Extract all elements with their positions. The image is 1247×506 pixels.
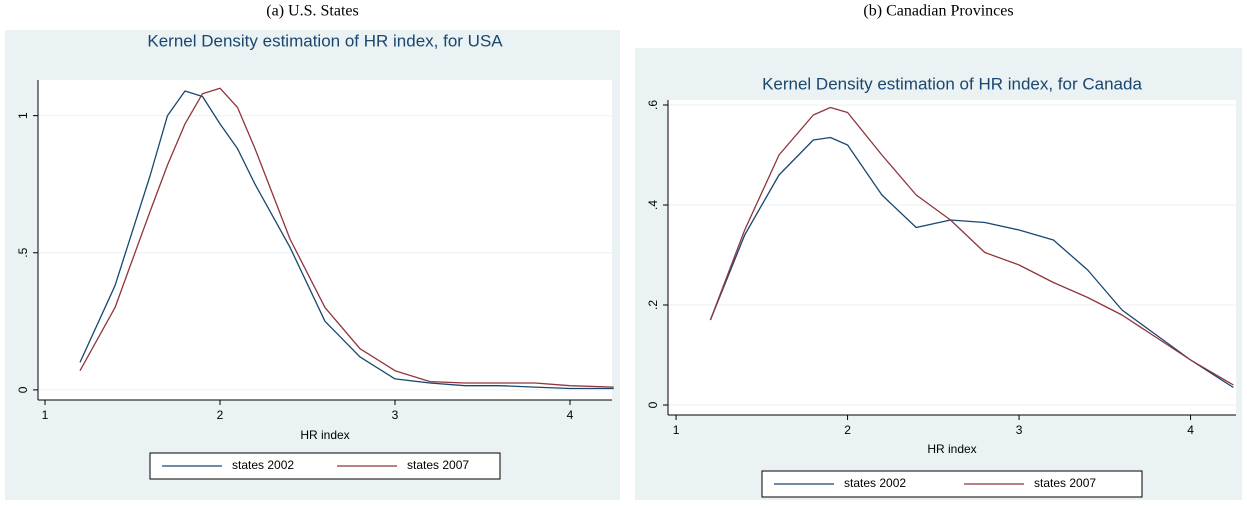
line: [79, 90, 614, 390]
legend-label: states 2007: [407, 458, 469, 472]
x-tick-label: 3: [1016, 423, 1023, 437]
chart-title: Kernel Density estimation of HR index, f…: [762, 74, 1142, 93]
legend-label: states 2002: [232, 458, 294, 472]
x-axis-label: HR index: [300, 428, 349, 442]
legend-label: states 2002: [844, 476, 906, 490]
x-tick-label: 2: [217, 408, 224, 422]
x-tick-label: 1: [42, 408, 49, 422]
legend-label: states 2007: [1034, 476, 1096, 490]
caption: (a) U.S. States: [266, 3, 358, 20]
x-tick-label: 2: [844, 423, 851, 437]
x-tick-label: 4: [567, 408, 574, 422]
y-tick-label: .6: [646, 100, 660, 110]
y-tick-label: .2: [646, 300, 660, 310]
y-tick-label: 0: [646, 401, 660, 408]
chart-title: Kernel Density estimation of HR index, f…: [147, 31, 503, 50]
x-axis-label: HR index: [927, 442, 976, 456]
x-tick-label: 4: [1187, 423, 1194, 437]
y-tick-label: .5: [16, 247, 30, 257]
y-tick-label: 0: [16, 386, 30, 393]
line: [79, 87, 614, 388]
plot-region: [668, 100, 1236, 415]
x-tick-label: 1: [673, 423, 680, 437]
x-tick-label: 3: [392, 408, 399, 422]
caption: (b) Canadian Provinces: [863, 3, 1013, 20]
y-tick-label: .4: [646, 200, 660, 210]
plot-region: [38, 80, 612, 400]
line: [709, 106, 1234, 386]
y-tick-label: 1: [16, 112, 30, 119]
